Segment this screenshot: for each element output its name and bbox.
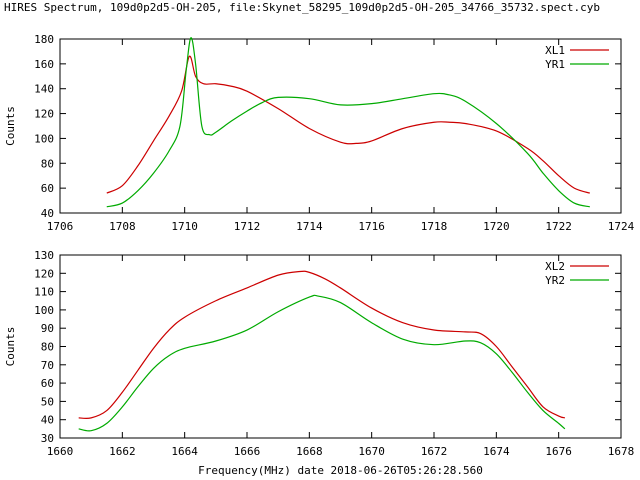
x-tick-label: 1718 <box>421 220 448 233</box>
x-tick-label: 1724 <box>608 220 635 233</box>
y-tick-label: 60 <box>41 377 54 390</box>
y-tick-label: 180 <box>34 33 54 46</box>
x-tick-label: 1678 <box>608 445 635 458</box>
y-tick-label: 80 <box>41 341 54 354</box>
x-tick-label: 1708 <box>109 220 136 233</box>
series-line-xl1 <box>106 55 591 194</box>
x-tick-label: 1716 <box>358 220 385 233</box>
bottom-panel: 1660 1662 1664 1666 1668 1670 1672 1674 1676 1678… <box>4 249 634 477</box>
x-axis-label: Frequency(MHz) date 2018-06-26T05:26:28.… <box>198 464 483 477</box>
x-tick-label: 1670 <box>358 445 385 458</box>
x-tick-label: 1676 <box>545 445 572 458</box>
y-tick-label: 40 <box>41 207 54 220</box>
x-tick-label: 1664 <box>171 445 198 458</box>
y-tick-label: 130 <box>34 249 54 262</box>
x-tick-label: 1662 <box>109 445 136 458</box>
x-tick-label: 1706 <box>47 220 74 233</box>
plot-frame <box>59 254 622 439</box>
series-line-yr2 <box>78 294 566 432</box>
y-axis-label: Counts <box>4 106 17 146</box>
y-axis-label: Counts <box>4 327 17 367</box>
x-tick-label: 1720 <box>483 220 510 233</box>
figure-title: HIRES Spectrum, 109d0p2d5-OH-205, file:S… <box>4 1 600 14</box>
x-tick-label: 1666 <box>234 445 261 458</box>
top-panel: 1706 1708 1710 1712 1714 1716 1718 1720 1722 1724… <box>4 33 635 233</box>
y-tick-label: 80 <box>41 157 54 170</box>
x-tick-label: 1722 <box>545 220 572 233</box>
legend-label: XL1 <box>545 44 565 57</box>
y-tick-label: 40 <box>41 414 54 427</box>
y-tick-label: 100 <box>34 132 54 145</box>
series-line-xl2 <box>78 270 566 420</box>
x-tick-label: 1712 <box>234 220 261 233</box>
y-tick-label: 90 <box>41 322 54 335</box>
legend-label: YR2 <box>545 274 565 287</box>
x-tick-label: 1672 <box>421 445 448 458</box>
x-tick-label: 1710 <box>171 220 198 233</box>
y-tick-label: 120 <box>34 108 54 121</box>
series-line-yr1 <box>106 37 590 208</box>
x-tick-label: 1660 <box>47 445 74 458</box>
legend-label: YR1 <box>545 58 565 71</box>
x-tick-label: 1668 <box>296 445 323 458</box>
legend-label: XL2 <box>545 260 565 273</box>
y-tick-label: 60 <box>41 182 54 195</box>
y-tick-label: 120 <box>34 267 54 280</box>
plot-frame <box>59 38 622 214</box>
y-tick-label: 140 <box>34 83 54 96</box>
y-tick-label: 160 <box>34 58 54 71</box>
y-tick-label: 70 <box>41 359 54 372</box>
y-tick-label: 110 <box>34 286 54 299</box>
y-tick-label: 30 <box>41 432 54 445</box>
y-tick-label: 50 <box>41 395 54 408</box>
y-tick-label: 100 <box>34 304 54 317</box>
x-tick-label: 1714 <box>296 220 323 233</box>
x-tick-label: 1674 <box>483 445 510 458</box>
